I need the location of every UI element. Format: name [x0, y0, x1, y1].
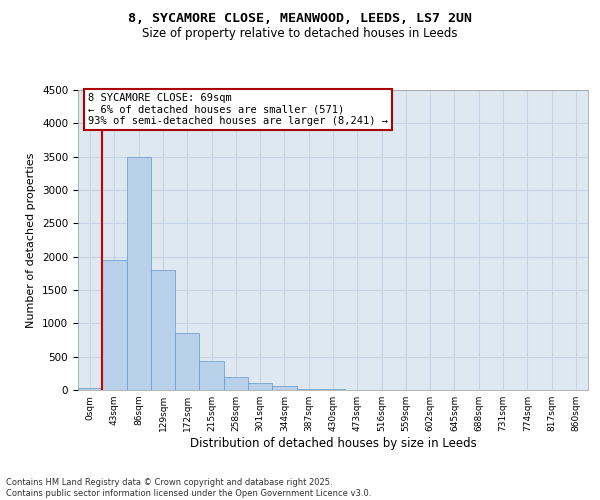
- Bar: [248, 384, 272, 390]
- Bar: [127, 156, 151, 390]
- Text: 8 SYCAMORE CLOSE: 69sqm
← 6% of detached houses are smaller (571)
93% of semi-de: 8 SYCAMORE CLOSE: 69sqm ← 6% of detached…: [88, 93, 388, 126]
- Bar: [272, 386, 296, 390]
- Bar: [199, 362, 224, 390]
- Bar: [224, 376, 248, 390]
- Bar: [78, 388, 102, 390]
- Text: Size of property relative to detached houses in Leeds: Size of property relative to detached ho…: [142, 28, 458, 40]
- Bar: [296, 388, 321, 390]
- Bar: [102, 260, 127, 390]
- Text: Contains HM Land Registry data © Crown copyright and database right 2025.
Contai: Contains HM Land Registry data © Crown c…: [6, 478, 371, 498]
- X-axis label: Distribution of detached houses by size in Leeds: Distribution of detached houses by size …: [190, 437, 476, 450]
- Text: 8, SYCAMORE CLOSE, MEANWOOD, LEEDS, LS7 2UN: 8, SYCAMORE CLOSE, MEANWOOD, LEEDS, LS7 …: [128, 12, 472, 26]
- Bar: [151, 270, 175, 390]
- Bar: [175, 334, 199, 390]
- Y-axis label: Number of detached properties: Number of detached properties: [26, 152, 37, 328]
